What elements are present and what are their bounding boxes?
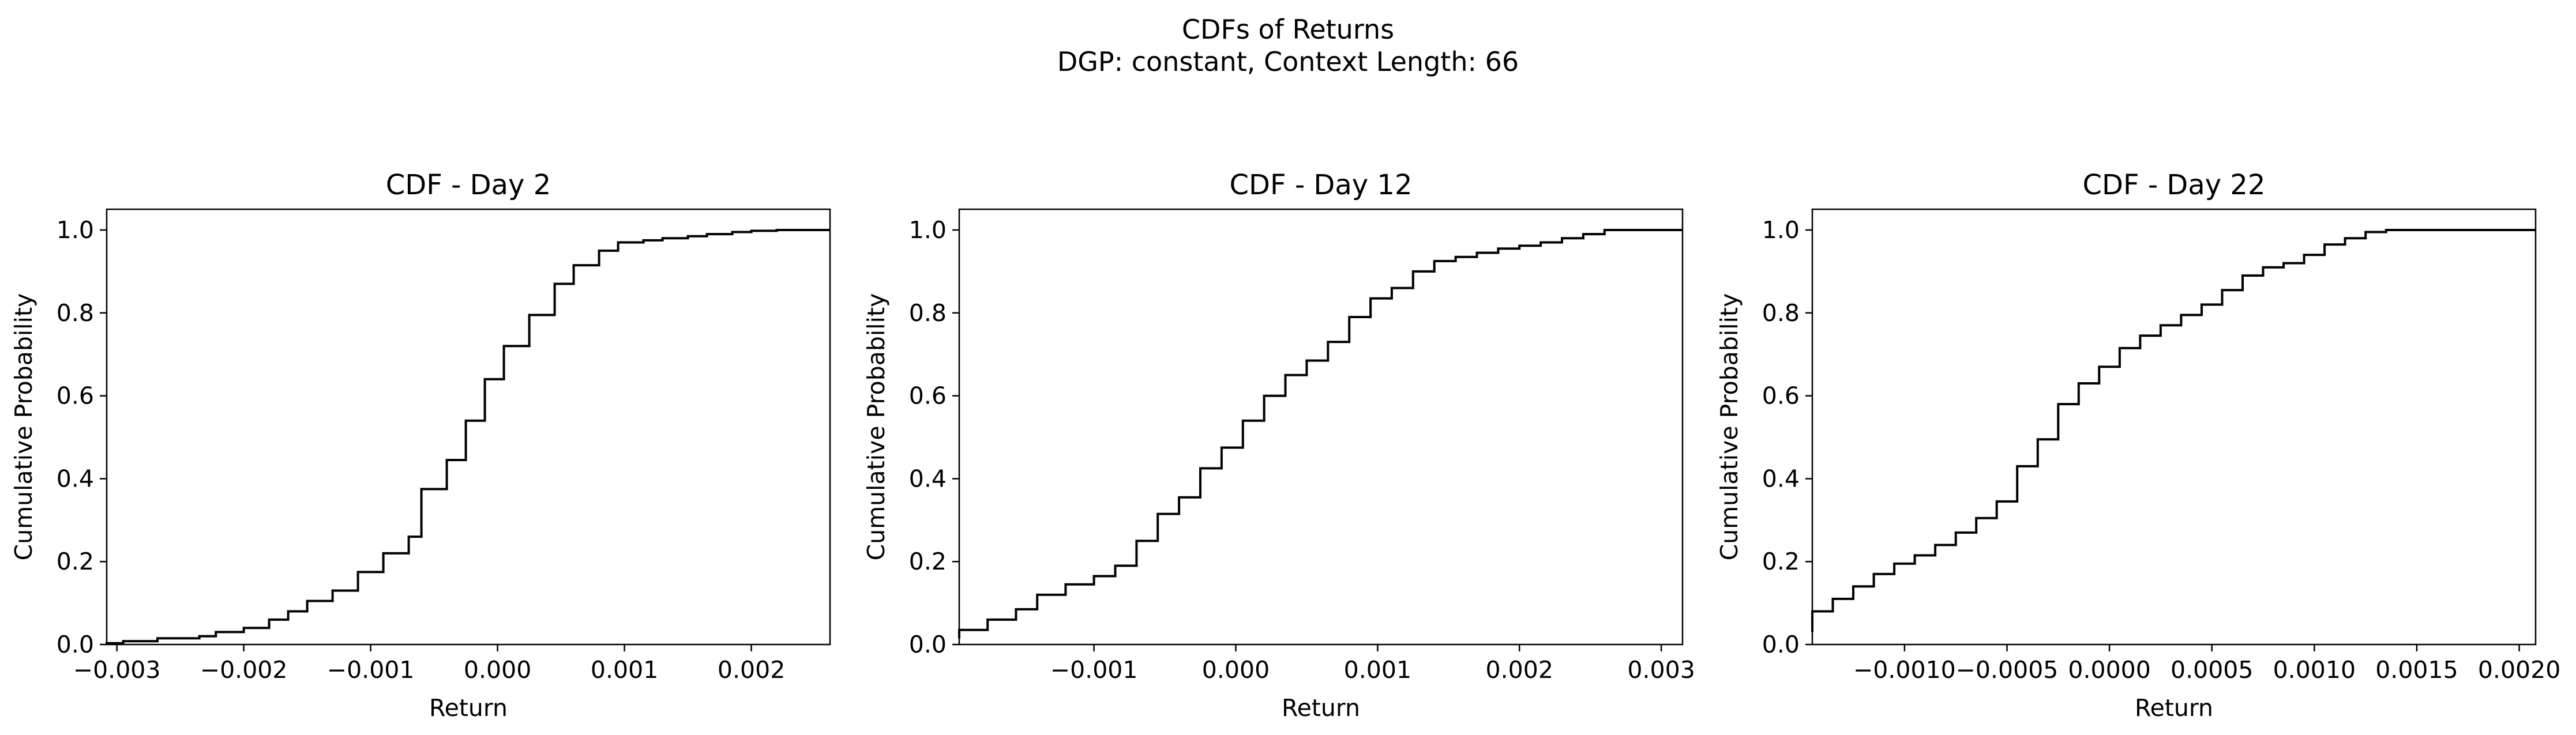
x-tick-label: −0.001 (1050, 656, 1138, 684)
x-tick-label: −0.0005 (1956, 656, 2059, 684)
y-tick-label: 0.6 (57, 382, 94, 410)
y-tick-label: 1.0 (57, 216, 94, 244)
y-tick-label: 1.0 (909, 216, 947, 244)
cdf-step-line (106, 229, 830, 644)
y-tick-label: 0.6 (1762, 382, 1800, 410)
y-axis-label: Cumulative Probability (10, 293, 37, 561)
y-tick-label: 0.6 (909, 382, 947, 410)
x-tick-label: 0.0000 (2068, 656, 2150, 684)
x-tick-label: 0.001 (591, 656, 658, 684)
x-tick-label: −0.003 (73, 656, 161, 684)
subplot-1: −0.003 −0.002 −0.001 0.000 0.001 0.002 0.0 0.2 0… (10, 169, 831, 722)
y-tick-label: 0.8 (57, 299, 94, 327)
x-tick-label: 0.000 (464, 656, 531, 684)
x-tick-label: −0.001 (327, 656, 415, 684)
x-tick-label: 0.002 (1486, 656, 1553, 684)
x-axis-label: Return (429, 694, 508, 722)
x-axis-label: Return (2135, 694, 2213, 722)
x-tick-label: 0.001 (1344, 656, 1411, 684)
y-tick-label: 0.0 (1762, 631, 1800, 658)
subplot-3: −0.0010 −0.0005 0.0000 0.0005 0.0010 0.0015 0.… (1715, 169, 2560, 722)
y-tick-label: 0.0 (57, 631, 94, 658)
y-axis-label: Cumulative Probability (1715, 293, 1743, 561)
subplot-title: CDF - Day 2 (386, 169, 551, 201)
subplot-title: CDF - Day 22 (2082, 169, 2265, 201)
x-tick-label: 0.0015 (2375, 656, 2458, 684)
y-tick-label: 0.2 (1762, 548, 1800, 575)
axes-frame (1811, 208, 2537, 646)
cdf-step-line (958, 229, 1683, 639)
y-tick-label: 1.0 (1762, 216, 1800, 244)
y-tick-label: 0.8 (909, 299, 947, 327)
figure-subtitle: DGP: constant, Context Length: 66 (1057, 46, 1519, 77)
axes-frame (106, 208, 831, 646)
figure-title: CDFs of Returns (1181, 14, 1395, 45)
y-tick-label: 0.0 (909, 631, 947, 658)
y-tick-label: 0.4 (1762, 465, 1800, 492)
x-tick-label: 0.000 (1202, 656, 1270, 684)
y-tick-label: 0.2 (909, 548, 947, 575)
x-tick-label: 0.003 (1627, 656, 1695, 684)
y-tick-label: 0.4 (57, 465, 94, 492)
x-tick-label: −0.0010 (1853, 656, 1956, 684)
cdf-step-line (1811, 229, 2536, 632)
x-tick-label: 0.0010 (2273, 656, 2356, 684)
x-tick-label: 0.0005 (2171, 656, 2253, 684)
subplot-title: CDF - Day 12 (1229, 169, 1412, 201)
y-tick-label: 0.2 (57, 548, 94, 575)
x-tick-label: −0.002 (200, 656, 288, 684)
x-axis-label: Return (1282, 694, 1360, 722)
x-tick-label: 0.0020 (2478, 656, 2560, 684)
y-axis-label: Cumulative Probability (862, 293, 890, 561)
y-tick-label: 0.8 (1762, 299, 1800, 327)
y-tick-label: 0.4 (909, 465, 947, 492)
x-tick-label: 0.002 (718, 656, 785, 684)
subplot-2: −0.001 0.000 0.001 0.002 0.003 0.0 0.2 0.4 0.6 0.… (862, 169, 1695, 722)
axes-frame (958, 208, 1684, 646)
